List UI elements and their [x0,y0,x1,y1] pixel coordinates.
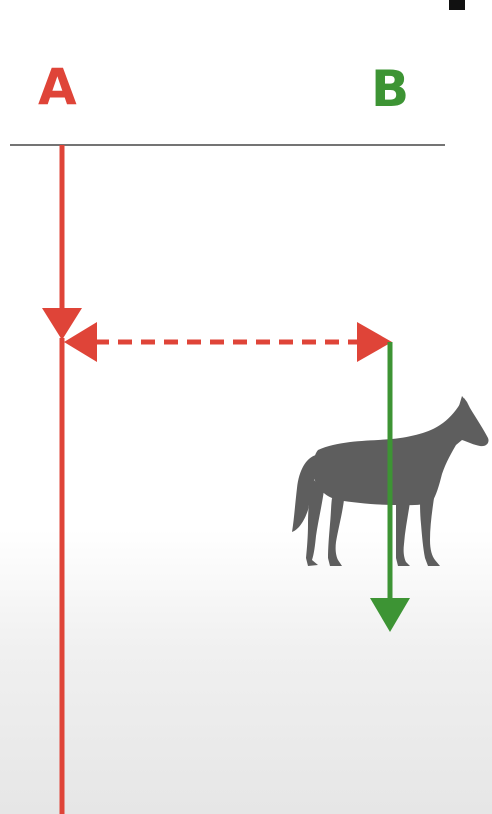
label-b: B [371,60,410,118]
b-down-arrowhead [370,598,410,632]
right-arrowhead [357,322,392,362]
corner-mark [449,0,465,10]
label-a: A [38,58,77,116]
horse-icon [292,396,489,566]
a-down-arrowhead [42,308,82,340]
left-arrowhead [64,322,97,362]
